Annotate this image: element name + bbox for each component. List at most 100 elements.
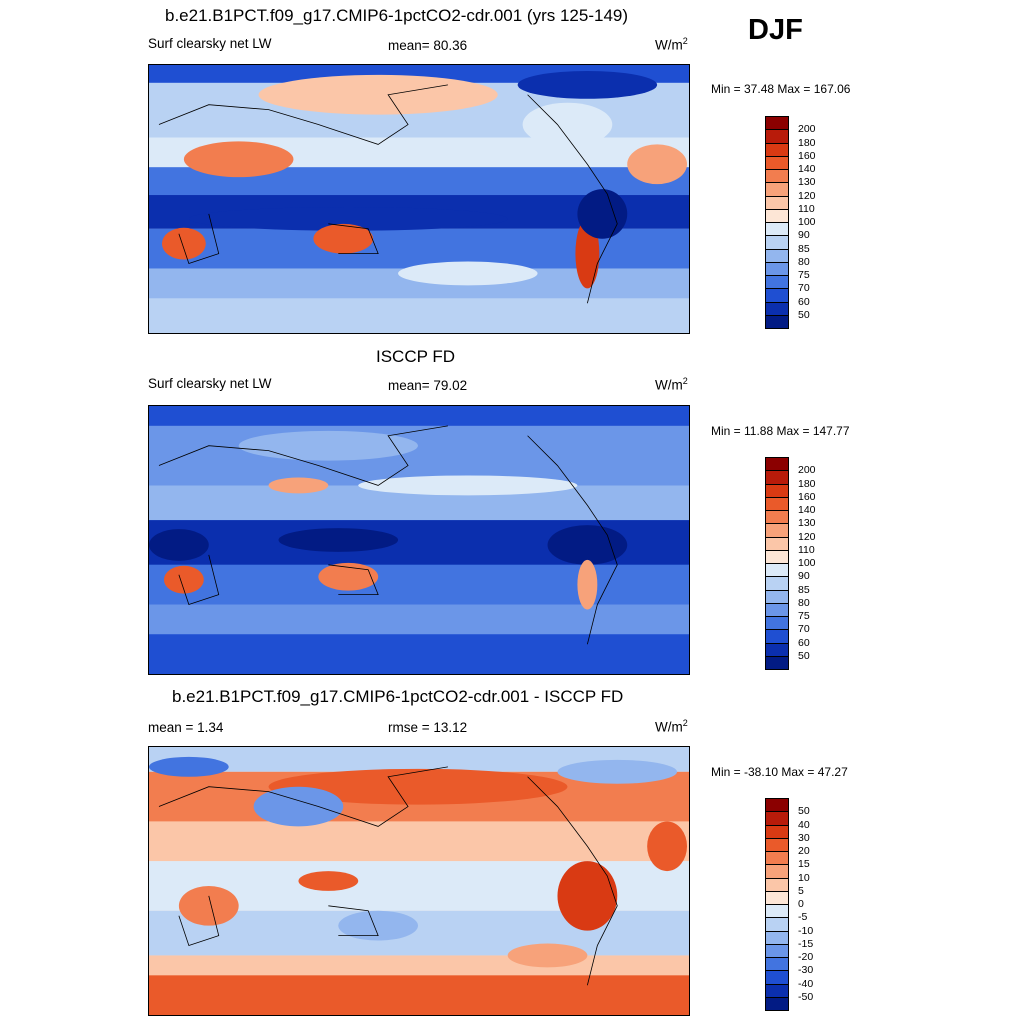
colorbar-swatch xyxy=(765,890,789,905)
colorbar-swatch xyxy=(765,314,789,329)
variable-label: Surf clearsky net LW xyxy=(148,376,272,391)
colorbar-tick-label: -30 xyxy=(798,964,814,977)
minmax-label: Min = 37.48 Max = 167.06 xyxy=(711,82,851,96)
colorbar-tick-label: 85 xyxy=(798,583,810,596)
colorbar-tick-label: 110 xyxy=(798,543,815,556)
colorbar-tick-label: 60 xyxy=(798,295,810,308)
panel-title: b.e21.B1PCT.f09_g17.CMIP6-1pctCO2-cdr.00… xyxy=(172,687,624,706)
rmse-label: rmse = 13.12 xyxy=(388,720,468,735)
colorbar-swatch xyxy=(765,837,789,852)
colorbar-tick-label: 100 xyxy=(798,557,816,569)
units-label: W/m2 xyxy=(655,718,688,735)
colorbar-swatch xyxy=(765,655,789,670)
colorbar-swatch xyxy=(765,824,789,839)
colorbar-tick-label: 30 xyxy=(798,831,810,844)
colorbar-tick-label: 180 xyxy=(798,136,816,149)
colorbar-tick-label: -50 xyxy=(798,990,814,1003)
colorbar-swatch xyxy=(765,983,789,998)
colorbar-tick-label: 140 xyxy=(798,504,816,516)
colorbar-swatch xyxy=(765,510,789,525)
colorbar-tick-label: 10 xyxy=(798,871,810,884)
panel-title: ISCCP FD xyxy=(376,347,456,366)
colorbar-tick-label: 90 xyxy=(798,570,810,583)
colorbar: 50 40 30 20 15 10 5 0 -5 -10 -15 -20 -30 -40 -50 xyxy=(765,798,813,1011)
colorbar-swatch xyxy=(765,182,789,197)
panel-title: b.e21.B1PCT.f09_g17.CMIP6-1pctCO2-cdr.00… xyxy=(165,6,629,25)
colorbar-tick-label: 200 xyxy=(798,123,816,136)
colorbar-tick-label: 180 xyxy=(798,477,816,490)
colorbar-swatch xyxy=(765,523,789,538)
colorbar-tick-label: 75 xyxy=(798,269,810,281)
colorbar-tick-label: 200 xyxy=(798,464,816,477)
colorbar-swatch xyxy=(765,248,789,263)
colorbar-tick-label: 140 xyxy=(798,163,816,175)
colorbar-swatch xyxy=(765,811,789,826)
map-obs xyxy=(148,405,690,675)
colorbar-swatch xyxy=(765,483,789,498)
colorbar-tick-label: 20 xyxy=(798,845,810,857)
colorbar-swatch xyxy=(765,957,789,972)
colorbar-swatch xyxy=(765,629,789,644)
colorbar-tick-label: 110 xyxy=(798,202,815,215)
colorbar-swatch xyxy=(765,642,789,657)
season-label: DJF xyxy=(748,14,803,46)
colorbar-swatch xyxy=(765,602,789,617)
colorbar-swatch xyxy=(765,142,789,157)
colorbar-swatch xyxy=(765,301,789,316)
minmax-label: Min = 11.88 Max = 147.77 xyxy=(711,424,850,438)
colorbar-swatch xyxy=(765,155,789,170)
colorbar-tick-label: 90 xyxy=(798,229,810,242)
colorbar-tick-label: 120 xyxy=(798,189,816,202)
colorbar-tick-label: 85 xyxy=(798,242,810,255)
mean-label: mean= 79.02 xyxy=(388,378,468,393)
colorbar-swatch xyxy=(765,851,789,866)
minmax-label: Min = -38.10 Max = 47.27 xyxy=(711,765,848,779)
colorbar-tick-label: 80 xyxy=(798,596,810,609)
colorbar-tick-label: -10 xyxy=(798,924,814,937)
colorbar: 200 180 160 140 130 120 110 100 90 85 80 75 70 60 50 xyxy=(765,116,816,329)
colorbar-swatch xyxy=(765,288,789,303)
colorbar-swatch xyxy=(765,496,789,511)
colorbar-tick-label: 60 xyxy=(798,636,810,649)
colorbar-swatch xyxy=(765,970,789,985)
colorbar-tick-label: 50 xyxy=(798,805,810,818)
colorbar: 200 180 160 140 130 120 110 100 90 85 80 75 70 60 50 xyxy=(765,457,816,670)
colorbar-tick-label: -5 xyxy=(798,911,808,924)
map-model xyxy=(148,64,690,334)
colorbar-tick-label: 0 xyxy=(798,898,804,910)
variable-label: Surf clearsky net LW xyxy=(148,36,272,51)
colorbar-swatch xyxy=(765,536,789,551)
colorbar-swatch xyxy=(765,261,789,276)
units-label: W/m2 xyxy=(655,36,688,53)
colorbar-swatch xyxy=(765,877,789,892)
colorbar-tick-label: 130 xyxy=(798,176,816,189)
colorbar-tick-label: 160 xyxy=(798,490,816,503)
colorbar-swatch xyxy=(765,457,789,472)
colorbar-swatch xyxy=(765,576,789,591)
colorbar-swatch xyxy=(765,930,789,945)
colorbar-swatch xyxy=(765,864,789,879)
colorbar-swatch xyxy=(765,996,789,1011)
map-diff xyxy=(148,746,690,1016)
colorbar-swatch xyxy=(765,904,789,919)
colorbar-swatch xyxy=(765,563,789,578)
colorbar-swatch xyxy=(765,195,789,210)
colorbar-swatch xyxy=(765,917,789,932)
colorbar-tick-label: -20 xyxy=(798,951,814,963)
colorbar-tick-label: 15 xyxy=(798,858,810,871)
colorbar-tick-label: -15 xyxy=(798,937,814,950)
colorbar-swatch xyxy=(765,798,789,813)
colorbar-swatch xyxy=(765,549,789,564)
colorbar-tick-label: -40 xyxy=(798,977,814,990)
colorbar-tick-label: 5 xyxy=(798,884,804,897)
mean-label: mean= 80.36 xyxy=(388,38,468,53)
colorbar-tick-label: 70 xyxy=(798,623,810,636)
colorbar-tick-label: 100 xyxy=(798,216,816,228)
colorbar-tick-label: 70 xyxy=(798,282,810,295)
colorbar-tick-label: 130 xyxy=(798,517,816,530)
colorbar-tick-label: 80 xyxy=(798,255,810,268)
colorbar-swatch xyxy=(765,470,789,485)
colorbar-swatch xyxy=(765,208,789,223)
colorbar-tick-label: 160 xyxy=(798,149,816,162)
colorbar-swatch xyxy=(765,616,789,631)
